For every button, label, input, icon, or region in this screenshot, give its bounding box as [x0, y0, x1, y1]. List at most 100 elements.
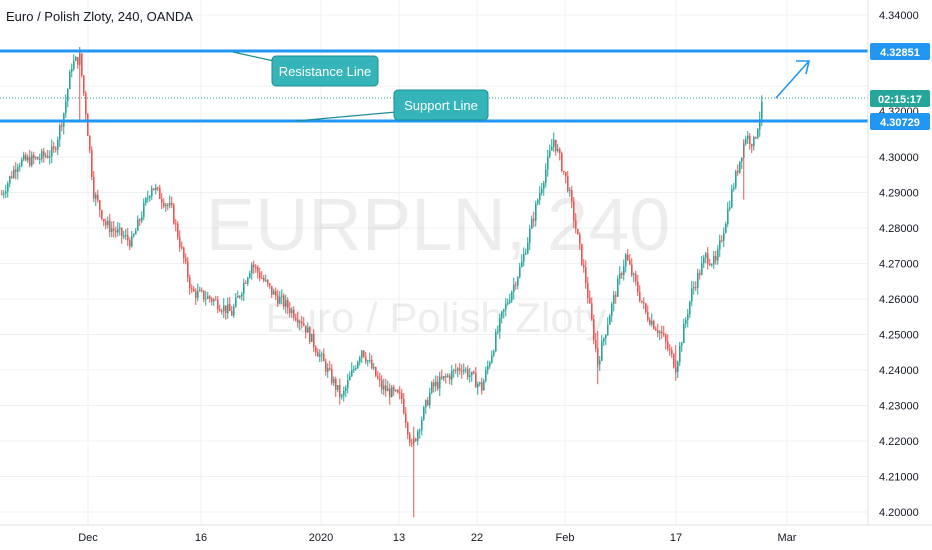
- candle-body: [375, 367, 377, 377]
- candle-body: [523, 253, 525, 262]
- candle-body: [141, 217, 143, 221]
- resistance-callout[interactable]: Resistance Line: [271, 55, 379, 87]
- candle-body: [115, 230, 117, 233]
- candle-body: [649, 319, 651, 325]
- candle-body: [577, 228, 579, 235]
- candle-body: [163, 202, 165, 207]
- candle-body: [585, 267, 587, 284]
- candle-body: [663, 333, 665, 335]
- candle-body: [255, 266, 257, 268]
- support-callout[interactable]: Support Line: [393, 89, 489, 121]
- price-axis[interactable]: [868, 0, 932, 525]
- candle-body: [619, 273, 621, 279]
- candle-body: [671, 350, 673, 355]
- candle-body: [315, 347, 317, 353]
- candle-body: [257, 267, 259, 273]
- candle-body: [727, 208, 729, 224]
- candle-body: [415, 438, 417, 441]
- support-price-label: 4.30729: [880, 117, 920, 129]
- candle-body: [11, 176, 13, 178]
- candle-body: [349, 376, 351, 381]
- candle-body: [323, 353, 325, 362]
- candle-body: [221, 310, 223, 312]
- candle-body: [187, 261, 189, 278]
- candle-body: [461, 370, 463, 372]
- candle-body: [355, 367, 357, 369]
- time-tick-label: 16: [195, 532, 207, 544]
- candle-body: [345, 387, 347, 391]
- candle-body: [283, 295, 285, 307]
- candle-body: [383, 385, 385, 390]
- candle-body: [339, 384, 341, 397]
- candle-body: [479, 382, 481, 384]
- watermark-symbol: EURPLN, 240: [206, 183, 671, 266]
- candle-body: [29, 157, 31, 166]
- candle-body: [517, 277, 519, 286]
- candle-body: [5, 191, 7, 194]
- candle-body: [327, 367, 329, 372]
- candle-body: [557, 149, 559, 152]
- candle-body: [227, 304, 229, 314]
- candle-body: [641, 300, 643, 303]
- candle-body: [319, 354, 321, 357]
- candle-body: [629, 260, 631, 265]
- candle-body: [253, 264, 255, 267]
- candle-body: [421, 419, 423, 431]
- candle-body: [121, 227, 123, 237]
- candle-body: [725, 223, 727, 233]
- price-tick-label: 4.21000: [879, 472, 919, 484]
- candle-body: [481, 382, 483, 391]
- candle-body: [151, 188, 153, 197]
- candle-body: [719, 240, 721, 250]
- candle-body: [575, 220, 577, 229]
- candle-body: [167, 204, 169, 206]
- candle-body: [139, 219, 141, 221]
- candle-body: [605, 334, 607, 339]
- time-tick-label: 2020: [309, 532, 333, 544]
- candle-body: [627, 254, 629, 261]
- current-price-tag[interactable]: 02:15:17: [870, 90, 930, 107]
- candle-body: [425, 399, 427, 408]
- candle-body: [353, 368, 355, 370]
- support-price-tag[interactable]: 4.30729: [870, 113, 930, 130]
- candle-body: [275, 290, 277, 296]
- candle-body: [143, 203, 145, 218]
- candle-body: [379, 378, 381, 381]
- resistance-price-tag[interactable]: 4.32851: [870, 43, 930, 60]
- candle-body: [709, 263, 711, 266]
- candle-body: [193, 288, 195, 292]
- candle-body: [433, 382, 435, 387]
- time-axis[interactable]: [0, 525, 932, 550]
- candle-body: [527, 242, 529, 254]
- candle-body: [75, 57, 77, 61]
- candle-body: [179, 237, 181, 248]
- candle-body: [361, 350, 363, 358]
- candle-body: [293, 309, 295, 318]
- support-callout-pointer: [295, 111, 397, 122]
- candle-body: [381, 380, 383, 390]
- candle-body: [165, 204, 167, 207]
- projection-arrow-icon[interactable]: [775, 60, 811, 99]
- candle-body: [249, 273, 251, 278]
- candle-body: [119, 227, 121, 230]
- candle-body: [679, 345, 681, 362]
- candle-body: [473, 371, 475, 374]
- candle-body: [551, 146, 553, 151]
- candle-body: [393, 387, 395, 391]
- candle-body: [101, 210, 103, 219]
- candle-body: [705, 253, 707, 258]
- candle-body: [549, 150, 551, 157]
- candle-body: [449, 375, 451, 380]
- candle-body: [603, 338, 605, 342]
- candle-body: [343, 390, 345, 396]
- candle-body: [225, 305, 227, 314]
- candle-body: [55, 148, 57, 150]
- candle-body: [239, 296, 241, 298]
- candle-body: [755, 136, 757, 138]
- candle-body: [395, 389, 397, 391]
- plot-area[interactable]: [0, 0, 868, 525]
- candle-body: [443, 376, 445, 379]
- candle-body: [13, 169, 15, 178]
